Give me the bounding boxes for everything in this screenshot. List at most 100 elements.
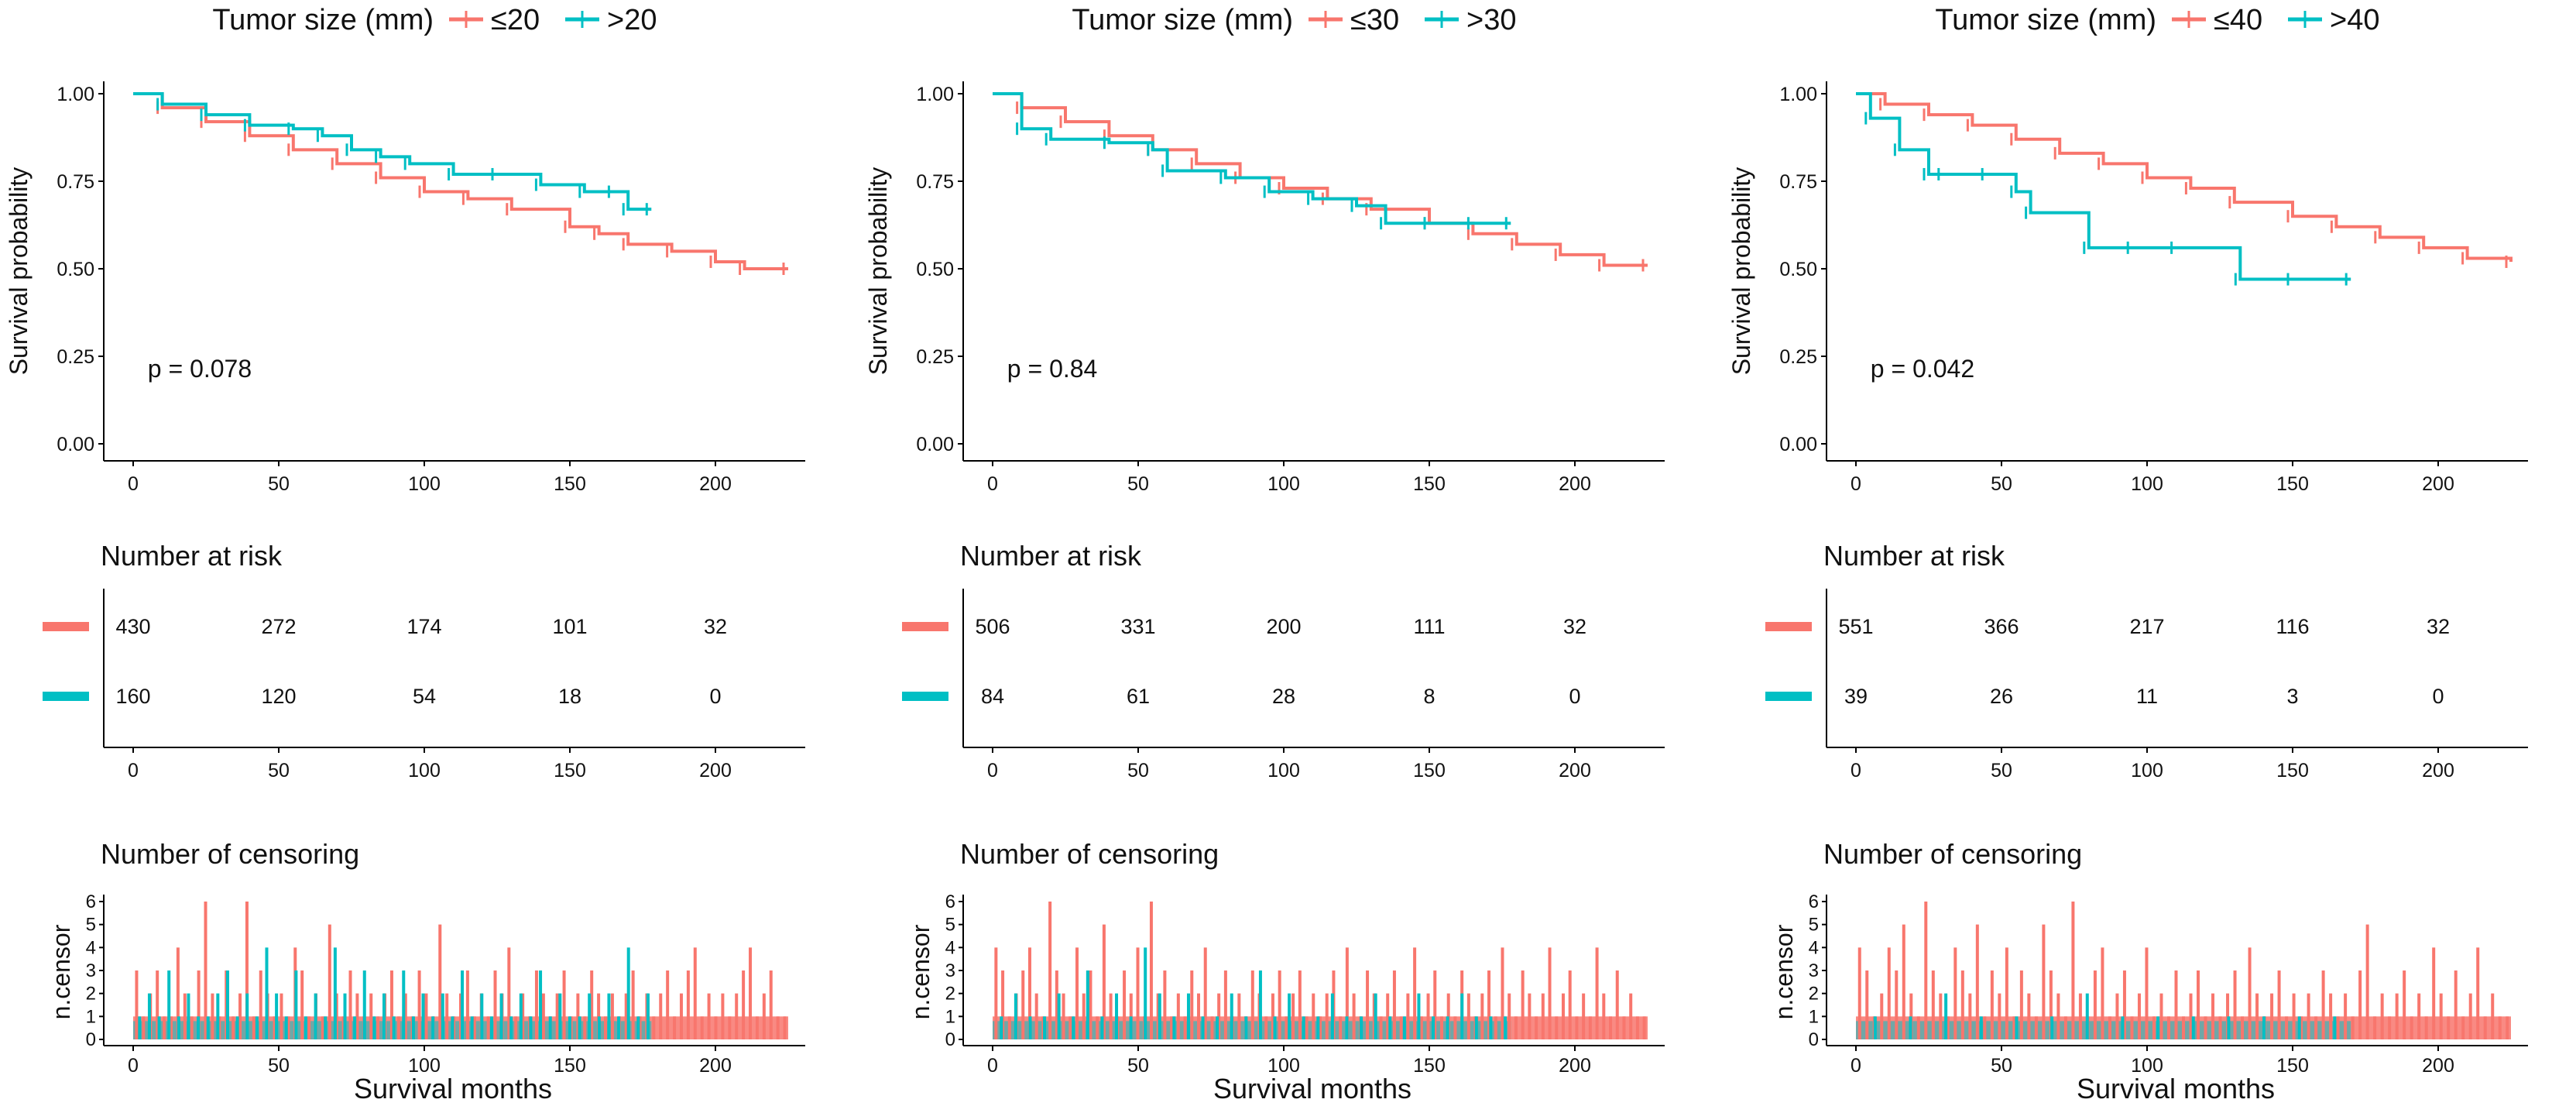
risk-x-tick-label: 50 <box>1127 760 1149 782</box>
x-axis-title: Survival months <box>354 1073 552 1104</box>
censor-y-tick-label: 4 <box>1809 937 1819 958</box>
censor-x-tick-label: 150 <box>2276 1055 2309 1077</box>
risk-value-high: 0 <box>2432 685 2444 708</box>
risk-x-tick-label: 0 <box>987 760 998 782</box>
risk-value-low: 111 <box>1413 615 1445 638</box>
km-axes: 0.00 0.25 0.50 0.75 1.00 0 50 100 150 200 Survival… <box>5 81 805 495</box>
km-x-tick-label: 100 <box>2131 473 2163 495</box>
legend-title: Tumor size (mm) <box>1072 4 1293 36</box>
km-y-tick-label: 0.50 <box>1779 259 1817 280</box>
risk-value-high: 54 <box>413 685 436 708</box>
risk-value-high: 8 <box>1423 685 1435 708</box>
km-y-label: Survival probability <box>1727 167 1755 376</box>
risk-value-low: 32 <box>704 615 727 638</box>
censor-y-tick-label: 0 <box>1809 1029 1819 1050</box>
panel-2: Tumor size (mm) ≤30 >30 0.00 0.25 0.50 0.75 1.0… <box>864 4 1665 1104</box>
risk-x-tick-label: 200 <box>2422 760 2454 782</box>
risk-x-tick-label: 200 <box>1559 760 1591 782</box>
censor-y-tick-label: 3 <box>945 960 955 981</box>
risk-value-high: 3 <box>2286 685 2298 708</box>
km-y-label: Survival probability <box>5 167 33 376</box>
risk-value-low: 101 <box>552 615 587 638</box>
legend: Tumor size (mm) ≤30 >30 <box>1072 4 1516 36</box>
km-x-tick-label: 200 <box>699 473 732 495</box>
km-axes: 0.00 0.25 0.50 0.75 1.00 0 50 100 150 200 Survival… <box>1727 81 2528 495</box>
km-curve-high <box>993 92 1511 225</box>
risk-value-low: 331 <box>1120 615 1155 638</box>
censor-x-tick-label: 50 <box>1127 1055 1149 1077</box>
risk-value-high: 18 <box>558 685 581 708</box>
risk-x-tick-label: 150 <box>1413 760 1446 782</box>
censor-x-tick-label: 50 <box>1991 1055 2012 1077</box>
km-y-tick-label: 0.25 <box>57 346 94 368</box>
x-axis-title: Survival months <box>1213 1073 1411 1104</box>
risk-x-tick-label: 0 <box>1851 760 1861 782</box>
km-x-tick-label: 0 <box>128 473 139 495</box>
risk-value-low: 200 <box>1266 615 1301 638</box>
risk-title: Number at risk <box>960 540 1142 572</box>
panel-3: Tumor size (mm) ≤40 >40 0.00 0.25 0.50 0.75 1.0… <box>1727 4 2528 1104</box>
legend-label-high: >40 <box>2330 4 2379 36</box>
censor-x-tick-label: 200 <box>1559 1055 1591 1077</box>
km-y-tick-label: 1.00 <box>916 84 954 105</box>
risk-x-tick-label: 0 <box>128 760 139 782</box>
risk-title: Number at risk <box>1823 540 2005 572</box>
censor-x-tick-label: 100 <box>2131 1055 2163 1077</box>
km-x-tick-label: 50 <box>268 473 290 495</box>
censor-title: Number of censoring <box>960 838 1219 870</box>
legend: Tumor size (mm) ≤40 >40 <box>1935 4 2379 36</box>
censor-y-tick-label: 0 <box>945 1029 955 1050</box>
risk-value-high: 26 <box>1990 685 2013 708</box>
risk-value-low: 506 <box>975 615 1010 638</box>
legend-title: Tumor size (mm) <box>1935 4 2156 36</box>
censor-y-tick-label: 6 <box>1809 891 1819 912</box>
km-y-tick-label: 0.00 <box>1779 434 1817 455</box>
censor-y-label: n.censor <box>47 924 75 1019</box>
legend-label-low: ≤20 <box>491 4 540 36</box>
risk-title: Number at risk <box>101 540 283 572</box>
km-y-label: Survival probability <box>864 167 892 376</box>
censor-y-tick-label: 0 <box>86 1029 96 1050</box>
risk-value-low: 174 <box>406 615 441 638</box>
censor-y-tick-label: 3 <box>86 960 96 981</box>
km-y-tick-label: 0.50 <box>916 259 954 280</box>
censor-x-tick-label: 50 <box>268 1055 290 1077</box>
censor-y-tick-label: 1 <box>86 1006 96 1027</box>
km-curve-high <box>133 92 652 211</box>
km-x-tick-label: 150 <box>1413 473 1446 495</box>
risk-value-high: 11 <box>2136 685 2158 708</box>
risk-x-tick-label: 100 <box>408 760 441 782</box>
km-x-tick-label: 0 <box>987 473 998 495</box>
censor-y-tick-label: 1 <box>945 1006 955 1027</box>
risk-table: Number at risk 506 84 0 331 61 50 200 28 100 111 8 1… <box>902 540 1665 782</box>
legend-label-low: ≤30 <box>1350 4 1399 36</box>
censor-y-tick-label: 4 <box>86 937 96 958</box>
km-x-tick-label: 200 <box>2422 473 2454 495</box>
risk-x-tick-label: 200 <box>699 760 732 782</box>
risk-value-high: 120 <box>261 685 296 708</box>
censor-x-tick-label: 200 <box>699 1055 732 1077</box>
risk-x-tick-label: 100 <box>2131 760 2163 782</box>
risk-value-high: 160 <box>115 685 150 708</box>
censor-x-tick-label: 100 <box>408 1055 441 1077</box>
risk-value-high: 28 <box>1272 685 1295 708</box>
censor-x-tick-label: 100 <box>1267 1055 1300 1077</box>
censor-y-tick-label: 2 <box>945 984 955 1005</box>
risk-value-high: 0 <box>709 685 721 708</box>
km-curve-low <box>133 92 788 270</box>
risk-table: Number at risk 551 39 0 366 26 50 217 11 100 116 3 1… <box>1765 540 2528 782</box>
km-axes: 0.00 0.25 0.50 0.75 1.00 0 50 100 150 200 Survival… <box>864 81 1665 495</box>
censor-y-tick-label: 5 <box>1809 915 1819 936</box>
censor-y-tick-label: 6 <box>945 891 955 912</box>
panel-1: Tumor size (mm) ≤20 >20 0.00 0.25 0.50 0.75 1.0… <box>5 4 805 1104</box>
risk-value-low: 366 <box>1984 615 2019 638</box>
censor-y-tick-label: 6 <box>86 891 96 912</box>
risk-x-tick-label: 50 <box>268 760 290 782</box>
p-value: p = 0.042 <box>1871 355 1974 383</box>
km-y-tick-label: 1.00 <box>1779 84 1817 105</box>
km-curve-low <box>993 92 1648 267</box>
km-x-tick-label: 150 <box>554 473 586 495</box>
censor-x-tick-label: 150 <box>554 1055 586 1077</box>
risk-value-low: 430 <box>115 615 150 638</box>
